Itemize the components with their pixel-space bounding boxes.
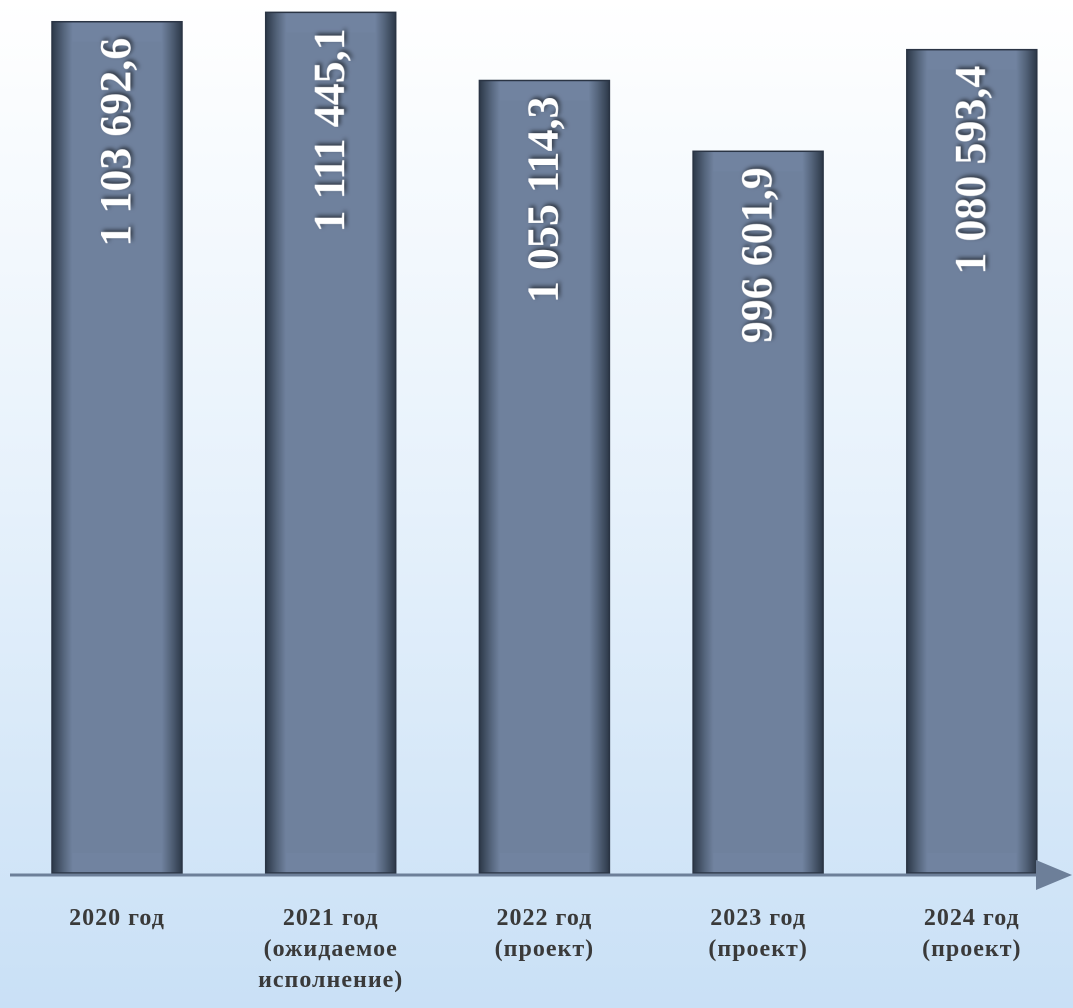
bar-face	[926, 69, 1017, 854]
value-label: 1 055 114,3	[518, 96, 567, 303]
x-tick-label: 2022 год (проект)	[494, 905, 595, 962]
x-tick-label: 2023 год (проект)	[708, 905, 808, 962]
bar-face	[713, 171, 804, 854]
bar-face	[72, 41, 162, 854]
bar-group: 1 080 593,4	[906, 48, 1038, 874]
bar-group: 1 111 445,1	[264, 11, 397, 874]
x-tick-label: 2020 год	[69, 905, 165, 931]
bar-group: 996 601,9	[692, 150, 824, 874]
value-label: 1 080 593,4	[946, 66, 995, 275]
value-label: 1 111 445,1	[305, 28, 354, 232]
bar-face	[499, 100, 590, 854]
bar-face	[285, 32, 376, 853]
value-label: 1 103 692,6	[91, 38, 140, 247]
x-tick-label: 2021 год (ожидаемое исполнение)	[258, 905, 404, 993]
x-tick-label: 2024 год (проект)	[922, 905, 1022, 962]
value-label: 996 601,9	[732, 167, 781, 343]
bar-group: 1 055 114,3	[478, 79, 611, 874]
bar-group: 1 103 692,6	[51, 20, 183, 874]
